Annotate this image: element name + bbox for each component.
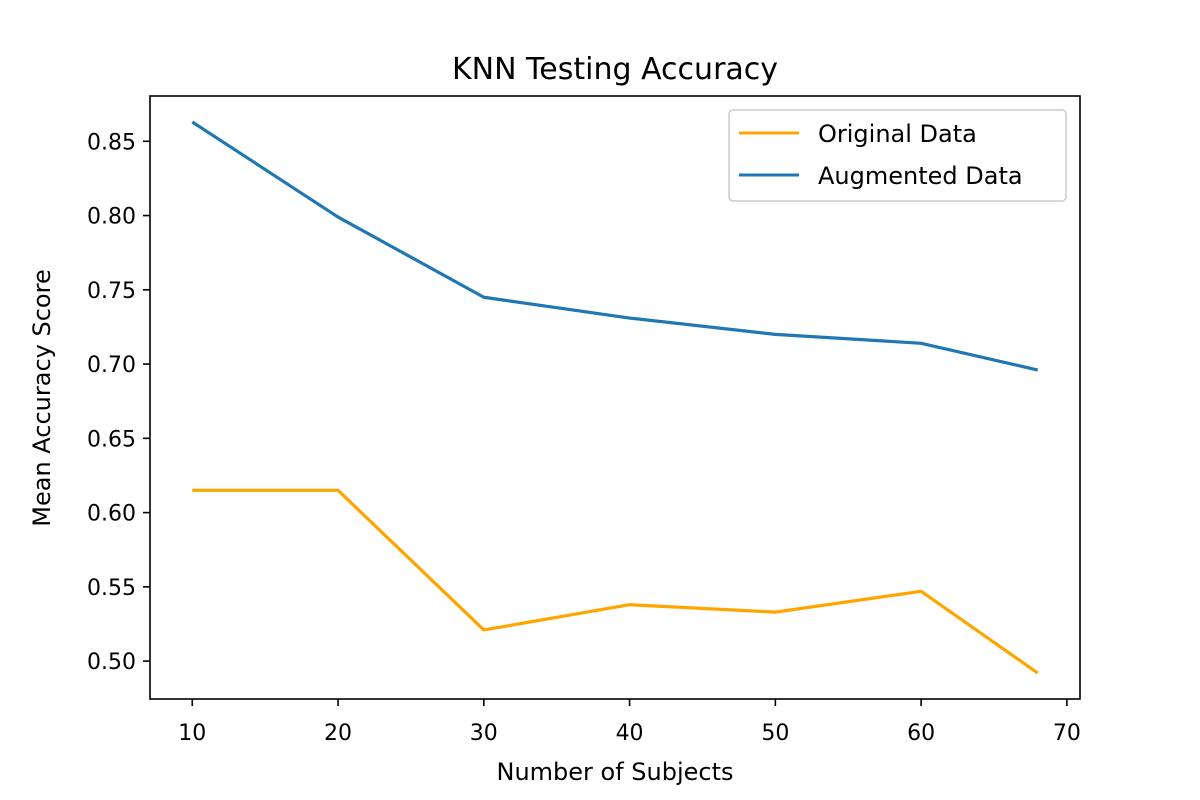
y-tick-label: 0.65 (87, 427, 136, 452)
y-tick-label: 0.50 (87, 650, 136, 675)
legend-label-augmented-data: Augmented Data (818, 162, 1023, 190)
x-axis: 10 20 30 40 50 60 70 (178, 699, 1081, 746)
y-tick-label: 0.75 (87, 279, 136, 304)
y-axis: 0.50 0.55 0.60 0.65 0.70 0.75 0.80 0.85 (87, 130, 150, 675)
series-line-augmented-data (191, 120, 1039, 372)
legend-label-original-data: Original Data (818, 120, 977, 148)
y-tick-label: 0.80 (87, 205, 136, 230)
chart-title: KNN Testing Accuracy (452, 52, 778, 87)
series-line-original-data (192, 488, 1039, 675)
y-tick-label: 0.60 (87, 502, 136, 527)
legend: Original Data Augmented Data (728, 109, 1067, 202)
legend-box (728, 109, 1067, 202)
plot-frame (149, 95, 1081, 700)
x-tick-label: 60 (907, 721, 935, 746)
x-axis-label: Number of Subjects (496, 758, 733, 786)
x-tick-label: 20 (324, 721, 352, 746)
y-tick-label: 0.70 (87, 353, 136, 378)
plot-area (191, 120, 1039, 675)
x-tick-label: 10 (178, 721, 206, 746)
x-tick-label: 40 (616, 721, 644, 746)
y-tick-label: 0.55 (87, 576, 136, 601)
y-axis-label: Mean Accuracy Score (28, 269, 56, 526)
x-tick-label: 30 (470, 721, 498, 746)
x-tick-label: 50 (761, 721, 789, 746)
y-tick-label: 0.85 (87, 130, 136, 155)
x-tick-label: 70 (1053, 721, 1081, 746)
